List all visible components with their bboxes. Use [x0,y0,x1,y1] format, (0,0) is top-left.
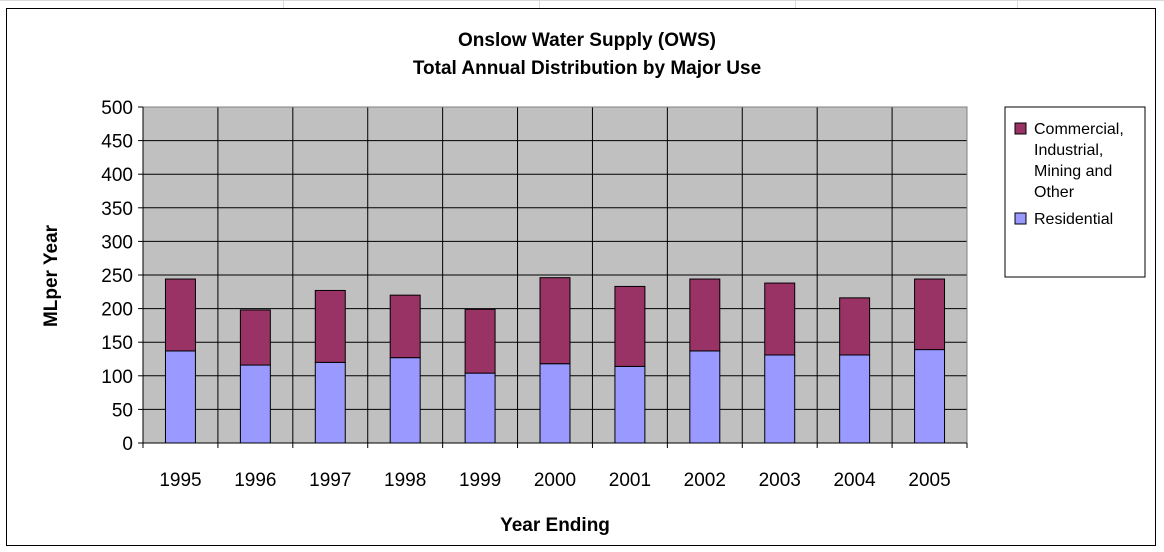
chart-title-line-1: Onslow Water Supply (OWS) [458,30,716,51]
bar-residential [765,355,795,443]
legend-label-commercial: Mining and [1034,163,1112,180]
x-tick-label: 1996 [234,470,276,491]
legend-swatch-commercial [1015,123,1026,134]
bar-commercial [540,278,570,364]
x-tick-label: 2005 [908,470,950,491]
stacked-bar-chart: Onslow Water Supply (OWS) Total Annual D… [7,9,1155,545]
y-tick-label: 300 [101,232,133,253]
bar-commercial [315,290,345,362]
legend-label-commercial: Industrial, [1034,142,1103,159]
x-axis-title: Year Ending [500,515,610,536]
bar-residential [390,358,420,443]
bar-residential [540,364,570,443]
y-tick-label: 0 [122,434,133,455]
y-tick-label: 400 [101,165,133,186]
legend-label-commercial: Other [1034,184,1075,201]
bar-commercial [465,309,495,373]
y-tick-label: 50 [112,400,133,421]
y-tick-label: 350 [101,199,133,220]
sheet-gridline [1017,0,1018,8]
chart-area[interactable]: Onslow Water Supply (OWS) Total Annual D… [6,8,1156,546]
sheet-gridline [539,0,540,8]
x-tick-label: 2004 [833,470,876,491]
y-tick-label: 450 [101,132,133,153]
bar-commercial [165,279,195,351]
bar-residential [315,362,345,443]
sheet-gridline [0,0,1164,1]
x-tick-label: 1997 [309,470,351,491]
y-tick-label: 500 [101,98,133,119]
chart-title-line-2: Total Annual Distribution by Major Use [413,58,761,79]
bar-commercial [840,298,870,355]
bar-commercial [240,310,270,365]
bar-residential [690,351,720,443]
sheet-gridline [283,0,284,8]
legend-label-residential: Residential [1034,211,1113,228]
bar-commercial [615,286,645,366]
x-tick-label: 2002 [684,470,726,491]
x-tick-label: 2003 [759,470,801,491]
x-tick-label: 1998 [384,470,426,491]
legend: Commercial, Industrial, Mining and Other Res… [1005,107,1145,277]
bar-residential [615,366,645,443]
bar-commercial [765,283,795,355]
bar-residential [915,350,945,443]
bar-residential [840,355,870,443]
x-tick-label: 1999 [459,470,501,491]
legend-label-commercial: Commercial, [1034,121,1124,138]
bar-commercial [390,295,420,357]
legend-swatch-residential [1015,213,1026,224]
y-tick-label: 250 [101,266,133,287]
y-axis-title: MLper Year [41,224,62,327]
bar-residential [165,351,195,443]
y-tick-label: 200 [101,300,133,321]
y-tick-label: 150 [101,333,133,354]
y-tick-label: 100 [101,367,133,388]
bar-commercial [690,279,720,351]
bar-residential [240,365,270,443]
x-tick-label: 1995 [159,470,201,491]
x-tick-label: 2000 [534,470,576,491]
bar-commercial [915,279,945,350]
x-tick-label: 2001 [609,470,651,491]
plot-area: 0 50 100 150 200 250 300 350 400 450 500 1995 1996 19… [101,98,967,491]
sheet-gridline [795,0,796,8]
bar-residential [465,373,495,443]
